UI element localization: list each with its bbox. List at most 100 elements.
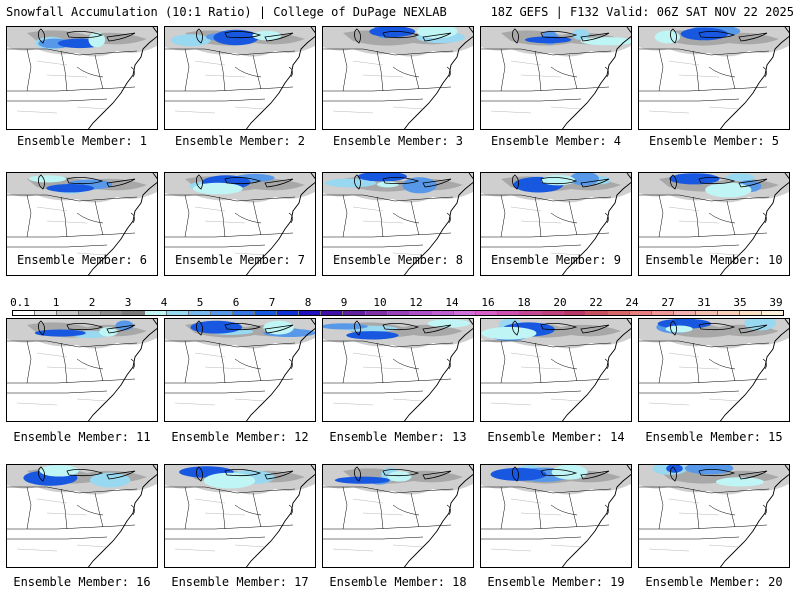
colorbar-swatch [651,311,674,315]
ensemble-member-caption: Ensemble Member: 18 [329,575,467,589]
colorbar-swatch [321,311,344,315]
colorbar-tick-label: 0.1 [10,296,30,309]
colorbar-tick-label: 31 [697,296,711,309]
ensemble-map-panel [322,26,474,130]
ensemble-member-caption: Ensemble Member: 11 [13,430,151,444]
colorbar-tick-label: 4 [160,296,168,309]
ensemble-member-caption: Ensemble Member: 9 [490,253,622,267]
ensemble-map-panel [638,464,790,568]
ensemble-map-panel [6,172,158,276]
colorbar-tick-label: 9 [340,296,348,309]
ensemble-map-panel [164,464,316,568]
ensemble-member-caption: Ensemble Member: 5 [648,134,780,148]
colorbar-swatch [299,311,322,315]
ensemble-member-caption: Ensemble Member: 17 [171,575,309,589]
colorbar-swatch [563,311,586,315]
ensemble-member-caption: Ensemble Member: 3 [332,134,464,148]
colorbar-swatch [277,311,300,315]
colorbar-tick-label: 24 [625,296,639,309]
colorbar-tick-label: 2 [88,296,96,309]
colorbar-tick-label: 10 [373,296,387,309]
ensemble-member-caption: Ensemble Member: 8 [332,253,464,267]
colorbar-swatch [13,311,36,315]
colorbar-swatch [101,311,124,315]
colorbar-tick-label: 20 [553,296,567,309]
colorbar-swatch [409,311,432,315]
ensemble-member-caption: Ensemble Member: 16 [13,575,151,589]
ensemble-member-caption: Ensemble Member: 13 [329,430,467,444]
colorbar-tick-label: 5 [196,296,204,309]
ensemble-member-caption: Ensemble Member: 7 [174,253,306,267]
colorbar-tick-label: 27 [661,296,675,309]
colorbar-swatch [189,311,212,315]
colorbar-swatch [255,311,278,315]
colorbar-tick-label: 3 [124,296,132,309]
ensemble-member-caption: Ensemble Member: 12 [171,430,309,444]
colorbar-swatch [79,311,102,315]
colorbar-tick-label: 8 [304,296,312,309]
colorbar-tick-label: 6 [232,296,240,309]
colorbar-swatch [475,311,498,315]
ensemble-map-panel [638,172,790,276]
colorbar-swatch [762,311,784,315]
colorbar-swatch [387,311,410,315]
ensemble-member-caption: Ensemble Member: 6 [16,253,148,267]
colorbar-swatch [585,311,608,315]
ensemble-member-caption: Ensemble Member: 4 [490,134,622,148]
colorbar-swatch [497,311,520,315]
map-title: Snowfall Accumulation (10:1 Ratio) | Col… [6,5,447,19]
colorbar-swatch [740,311,763,315]
ensemble-member-caption: Ensemble Member: 19 [487,575,625,589]
colorbar-tick-label: 1 [52,296,60,309]
colorbar-tick-label: 12 [409,296,423,309]
colorbar-swatch [211,311,234,315]
ensemble-map-panel [164,172,316,276]
ensemble-member-caption: Ensemble Member: 2 [174,134,306,148]
colorbar-swatch [35,311,58,315]
ensemble-map-panel [480,172,632,276]
ensemble-map-panel [6,26,158,130]
colorbar-swatch [145,311,168,315]
colorbar-swatch [519,311,542,315]
ensemble-map-panel [480,464,632,568]
ensemble-map-panel [322,318,474,422]
ensemble-member-caption: Ensemble Member: 20 [645,575,783,589]
colorbar-swatch [453,311,476,315]
colorbar-tick-label: 35 [733,296,747,309]
colorbar-tick-label: 39 [769,296,783,309]
colorbar-swatch [541,311,564,315]
colorbar-swatch [607,311,630,315]
colorbar-swatch [673,311,696,315]
ensemble-member-caption: Ensemble Member: 10 [645,253,783,267]
colorbar-swatch [431,311,454,315]
colorbar-tick-label: 14 [445,296,459,309]
ensemble-map-panel [480,26,632,130]
colorbar-swatch [233,311,256,315]
ensemble-member-caption: Ensemble Member: 14 [487,430,625,444]
ensemble-map-panel [164,26,316,130]
ensemble-map-panel [6,464,158,568]
colorbar-swatch [57,311,80,315]
colorbar-tick-label: 7 [268,296,276,309]
ensemble-map-panel [638,26,790,130]
ensemble-member-caption: Ensemble Member: 15 [645,430,783,444]
ensemble-map-panel [164,318,316,422]
colorbar-tick-label: 16 [481,296,495,309]
colorbar-swatch [718,311,741,315]
colorbar-swatch [343,311,366,315]
colorbar-swatch [167,311,190,315]
ensemble-map-panel [480,318,632,422]
colorbar-swatch [123,311,146,315]
colorbar-swatch [695,311,718,315]
ensemble-map-panel [638,318,790,422]
ensemble-member-caption: Ensemble Member: 1 [16,134,148,148]
snowfall-colorbar [12,310,784,316]
colorbar-swatch [629,311,652,315]
ensemble-map-panel [322,464,474,568]
ensemble-map-panel [322,172,474,276]
colorbar-tick-label: 22 [589,296,603,309]
run-info: 18Z GEFS | F132 Valid: 06Z SAT NOV 22 20… [490,5,794,19]
colorbar-tick-label: 18 [517,296,531,309]
colorbar-swatch [365,311,388,315]
colorbar-labels: 0.1 1 2 3 4 5 6 7 8 9 10 12 14 16 18 20 22 24 27 31 35 39 [10,296,784,309]
